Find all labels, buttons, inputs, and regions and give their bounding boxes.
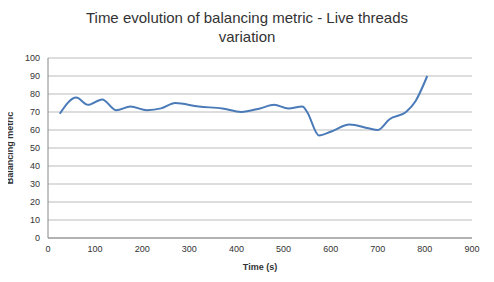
- svg-text:700: 700: [370, 244, 385, 254]
- svg-text:10: 10: [30, 215, 40, 225]
- svg-text:900: 900: [464, 244, 479, 254]
- svg-text:0: 0: [45, 244, 50, 254]
- svg-text:40: 40: [30, 161, 40, 171]
- svg-text:200: 200: [135, 244, 150, 254]
- html-text:Time evolution of balancing me: Time evolution of balancing metric - Liv…: [85, 9, 408, 45]
- svg-text:800: 800: [417, 244, 432, 254]
- svg-text:300: 300: [182, 244, 197, 254]
- svg-text:Balancing metric: Balancing metric: [8, 112, 15, 185]
- svg-text:400: 400: [229, 244, 244, 254]
- svg-text:100: 100: [25, 53, 40, 63]
- svg-text:70: 70: [30, 107, 40, 117]
- svg-text:90: 90: [30, 71, 40, 81]
- svg-text:20: 20: [30, 197, 40, 207]
- svg-text:600: 600: [323, 244, 338, 254]
- svg-text:100: 100: [88, 244, 103, 254]
- svg-text:30: 30: [30, 179, 40, 189]
- svg-text:500: 500: [276, 244, 291, 254]
- svg-text:Time (s): Time (s): [243, 262, 277, 272]
- svg-text:0: 0: [35, 233, 40, 243]
- svg-text:60: 60: [30, 125, 40, 135]
- svg-text:50: 50: [30, 143, 40, 153]
- svg-text:80: 80: [30, 89, 40, 99]
